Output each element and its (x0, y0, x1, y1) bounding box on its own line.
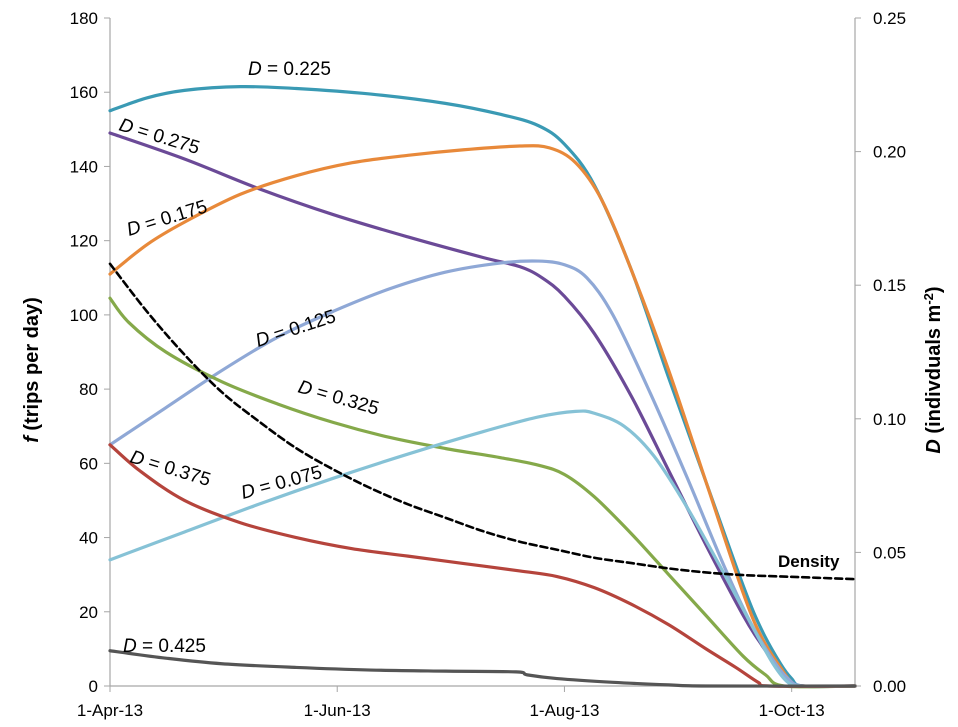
series-label-d-0-175: D = 0.175 (124, 196, 209, 240)
series-label-density: Density (778, 552, 840, 571)
axis-titles: f (trips per day) D (indivduals m-2) (21, 286, 945, 453)
series-line-d-0-425 (108, 649, 857, 688)
series-line-d-0-175 (108, 144, 857, 688)
series-label-d-0-225: D = 0.225 (248, 59, 331, 80)
series-label-d-0-275: D = 0.275 (117, 115, 202, 159)
series-line-d-0-325 (108, 296, 857, 689)
y2-tick-label: 0.10 (873, 410, 906, 429)
series-line-d-0-275 (108, 131, 857, 688)
y2-tick-label: 0.05 (873, 543, 906, 562)
x-tick-label: 1-Jun-13 (304, 701, 371, 720)
y-tick-label: 20 (79, 603, 98, 622)
y-tick-label: 60 (79, 454, 98, 473)
series-line-d-0-125 (108, 259, 857, 689)
y-tick-label: 120 (70, 232, 98, 251)
y2-tick-label: 0.15 (873, 276, 906, 295)
y2-tick-label: 0.25 (873, 9, 906, 28)
y-tick-label: 180 (70, 9, 98, 28)
series-line-d-0-075 (108, 409, 857, 688)
series-label-d-0-125: D = 0.125 (253, 306, 338, 352)
y-tick-label: 140 (70, 157, 98, 176)
y2-axis-title: D (indivduals m-2) (921, 286, 946, 453)
x-tick-label: 1-Oct-13 (759, 701, 825, 720)
x-tick-label: 1-Aug-13 (529, 701, 599, 720)
series-label-d-0-375: D = 0.375 (128, 447, 213, 491)
y-tick-label: 40 (79, 529, 98, 548)
y-axis-title: f (trips per day) (21, 297, 43, 443)
y2-tick-label: 0.00 (873, 677, 906, 696)
y-tick-label: 80 (79, 380, 98, 399)
series-label-d-0-425: D = 0.425 (123, 636, 206, 657)
x-tick-label: 1-Apr-13 (77, 701, 143, 720)
axes: 0 20 40 60 80 100 120 140 160 180 0.00 0.05 0.10 0.15… (70, 9, 906, 720)
y-tick-label: 0 (89, 677, 98, 696)
y2-tick-label: 0.20 (873, 143, 906, 162)
series-line-d-0-375 (108, 443, 857, 688)
y-tick-label: 160 (70, 83, 98, 102)
series-line-density (108, 262, 857, 581)
series-lines (108, 84, 857, 689)
y-tick-label: 100 (70, 306, 98, 325)
